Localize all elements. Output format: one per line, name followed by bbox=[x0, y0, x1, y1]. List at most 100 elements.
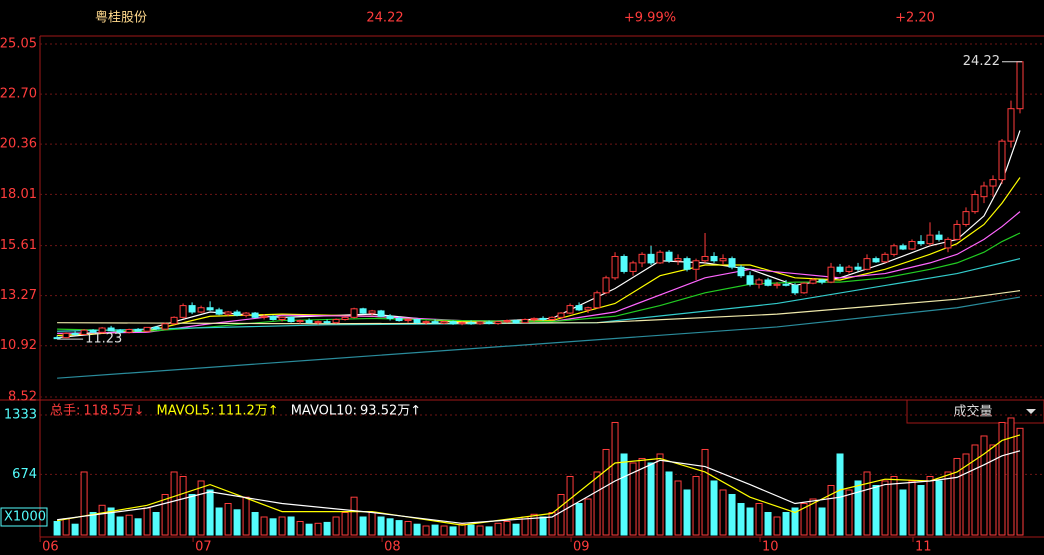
dropdown-box[interactable] bbox=[906, 399, 1044, 424]
volume-bar bbox=[386, 518, 394, 536]
candle-body bbox=[602, 277, 610, 294]
volume-bar bbox=[602, 448, 610, 536]
candle-body bbox=[665, 251, 673, 262]
volume-bar bbox=[701, 448, 709, 536]
volume-unit: X1000 bbox=[4, 510, 46, 525]
stock-name: 粤桂股份 bbox=[95, 10, 147, 26]
volume-bar bbox=[917, 484, 925, 536]
candle-body bbox=[773, 283, 781, 286]
volume-bar bbox=[773, 516, 781, 536]
legend-value: 93.52万↑ bbox=[360, 404, 421, 419]
volume-bar bbox=[467, 524, 475, 536]
volume-moving-average bbox=[56, 434, 1021, 526]
candle-body bbox=[926, 234, 934, 245]
candle-body bbox=[476, 321, 484, 325]
volume-bar bbox=[359, 516, 367, 536]
legend-name: 总手: bbox=[50, 404, 80, 419]
dropdown-label[interactable]: 成交量 bbox=[953, 404, 992, 420]
candle-body bbox=[827, 266, 835, 283]
volume-bar bbox=[143, 507, 151, 536]
candle-body bbox=[746, 275, 754, 285]
candle-body bbox=[980, 185, 988, 198]
dropdown-arrow[interactable] bbox=[1026, 409, 1036, 414]
candle-body bbox=[431, 321, 439, 324]
candle-body bbox=[647, 253, 655, 264]
volume-bar bbox=[818, 507, 826, 536]
volume-bar bbox=[197, 480, 205, 536]
volume-bar bbox=[494, 522, 502, 536]
moving-average bbox=[57, 177, 1021, 337]
candle-body bbox=[350, 308, 358, 318]
volume-bar bbox=[989, 444, 997, 536]
candle-body bbox=[845, 266, 853, 272]
candle-body bbox=[611, 255, 619, 279]
volume-moving-average bbox=[57, 450, 1021, 524]
volume-bar bbox=[935, 480, 943, 536]
moving-average bbox=[57, 258, 1021, 332]
candle-body bbox=[116, 330, 124, 333]
volume-bar bbox=[152, 511, 160, 536]
min-marker: 11.23 bbox=[85, 332, 122, 347]
candle-body bbox=[728, 258, 736, 268]
candle-body bbox=[377, 310, 385, 317]
volume-bar bbox=[530, 513, 538, 536]
volume-bar bbox=[953, 457, 961, 536]
y-tick-label: 8.52 bbox=[8, 390, 37, 405]
candle-body bbox=[98, 327, 106, 333]
candle-body bbox=[197, 307, 205, 313]
candle-body bbox=[791, 284, 799, 294]
volume-bar bbox=[782, 511, 790, 536]
candle-body bbox=[359, 308, 367, 314]
indicator-select[interactable]: 成交量 bbox=[906, 399, 1044, 424]
candle-body bbox=[152, 326, 160, 330]
volume-bar bbox=[332, 516, 340, 536]
candle-body bbox=[422, 321, 430, 324]
volume-bar bbox=[539, 516, 547, 536]
volume-bar bbox=[728, 493, 736, 536]
volume-bar bbox=[584, 498, 592, 536]
candle-body bbox=[683, 258, 691, 270]
legend-name: MAVOL10: bbox=[291, 404, 357, 419]
unit-box bbox=[0, 507, 48, 527]
volume-bar bbox=[242, 496, 250, 536]
volume-bar bbox=[233, 509, 241, 536]
volume-bar bbox=[161, 493, 169, 536]
candle-body bbox=[161, 323, 169, 330]
candle-body bbox=[512, 320, 520, 324]
volume-bar bbox=[566, 475, 574, 536]
volume-bar bbox=[341, 511, 349, 536]
volume-bar bbox=[926, 475, 934, 536]
candle-body bbox=[323, 321, 331, 324]
volume-bar bbox=[755, 502, 763, 536]
candle-body bbox=[557, 312, 565, 318]
candle-body bbox=[458, 322, 466, 325]
candle-body bbox=[872, 258, 880, 263]
volume-bar bbox=[413, 523, 421, 536]
candle-body bbox=[278, 316, 286, 320]
volume-bar bbox=[431, 524, 439, 536]
candle-body bbox=[413, 318, 421, 324]
candle-body bbox=[962, 211, 970, 225]
volume-bar bbox=[980, 435, 988, 536]
volume-bar bbox=[611, 421, 619, 536]
volume-bar bbox=[836, 453, 844, 536]
candle-body bbox=[656, 251, 664, 264]
volume-bar bbox=[908, 480, 916, 536]
volume-bar bbox=[683, 489, 691, 536]
candle-body bbox=[188, 305, 196, 313]
volume-bar bbox=[125, 514, 133, 536]
volume-bar bbox=[269, 518, 277, 536]
volume-bar bbox=[71, 523, 79, 536]
candle-body bbox=[485, 321, 493, 325]
volume-bar bbox=[710, 480, 718, 536]
volume-bar bbox=[872, 484, 880, 536]
candle-body bbox=[314, 321, 322, 324]
volume-bar bbox=[89, 511, 97, 536]
volume-bar bbox=[107, 507, 115, 536]
candle-body bbox=[89, 329, 97, 333]
volume-bar bbox=[323, 521, 331, 536]
candle-body bbox=[953, 223, 961, 240]
volume-bar bbox=[422, 525, 430, 536]
volume-bar bbox=[998, 421, 1006, 536]
